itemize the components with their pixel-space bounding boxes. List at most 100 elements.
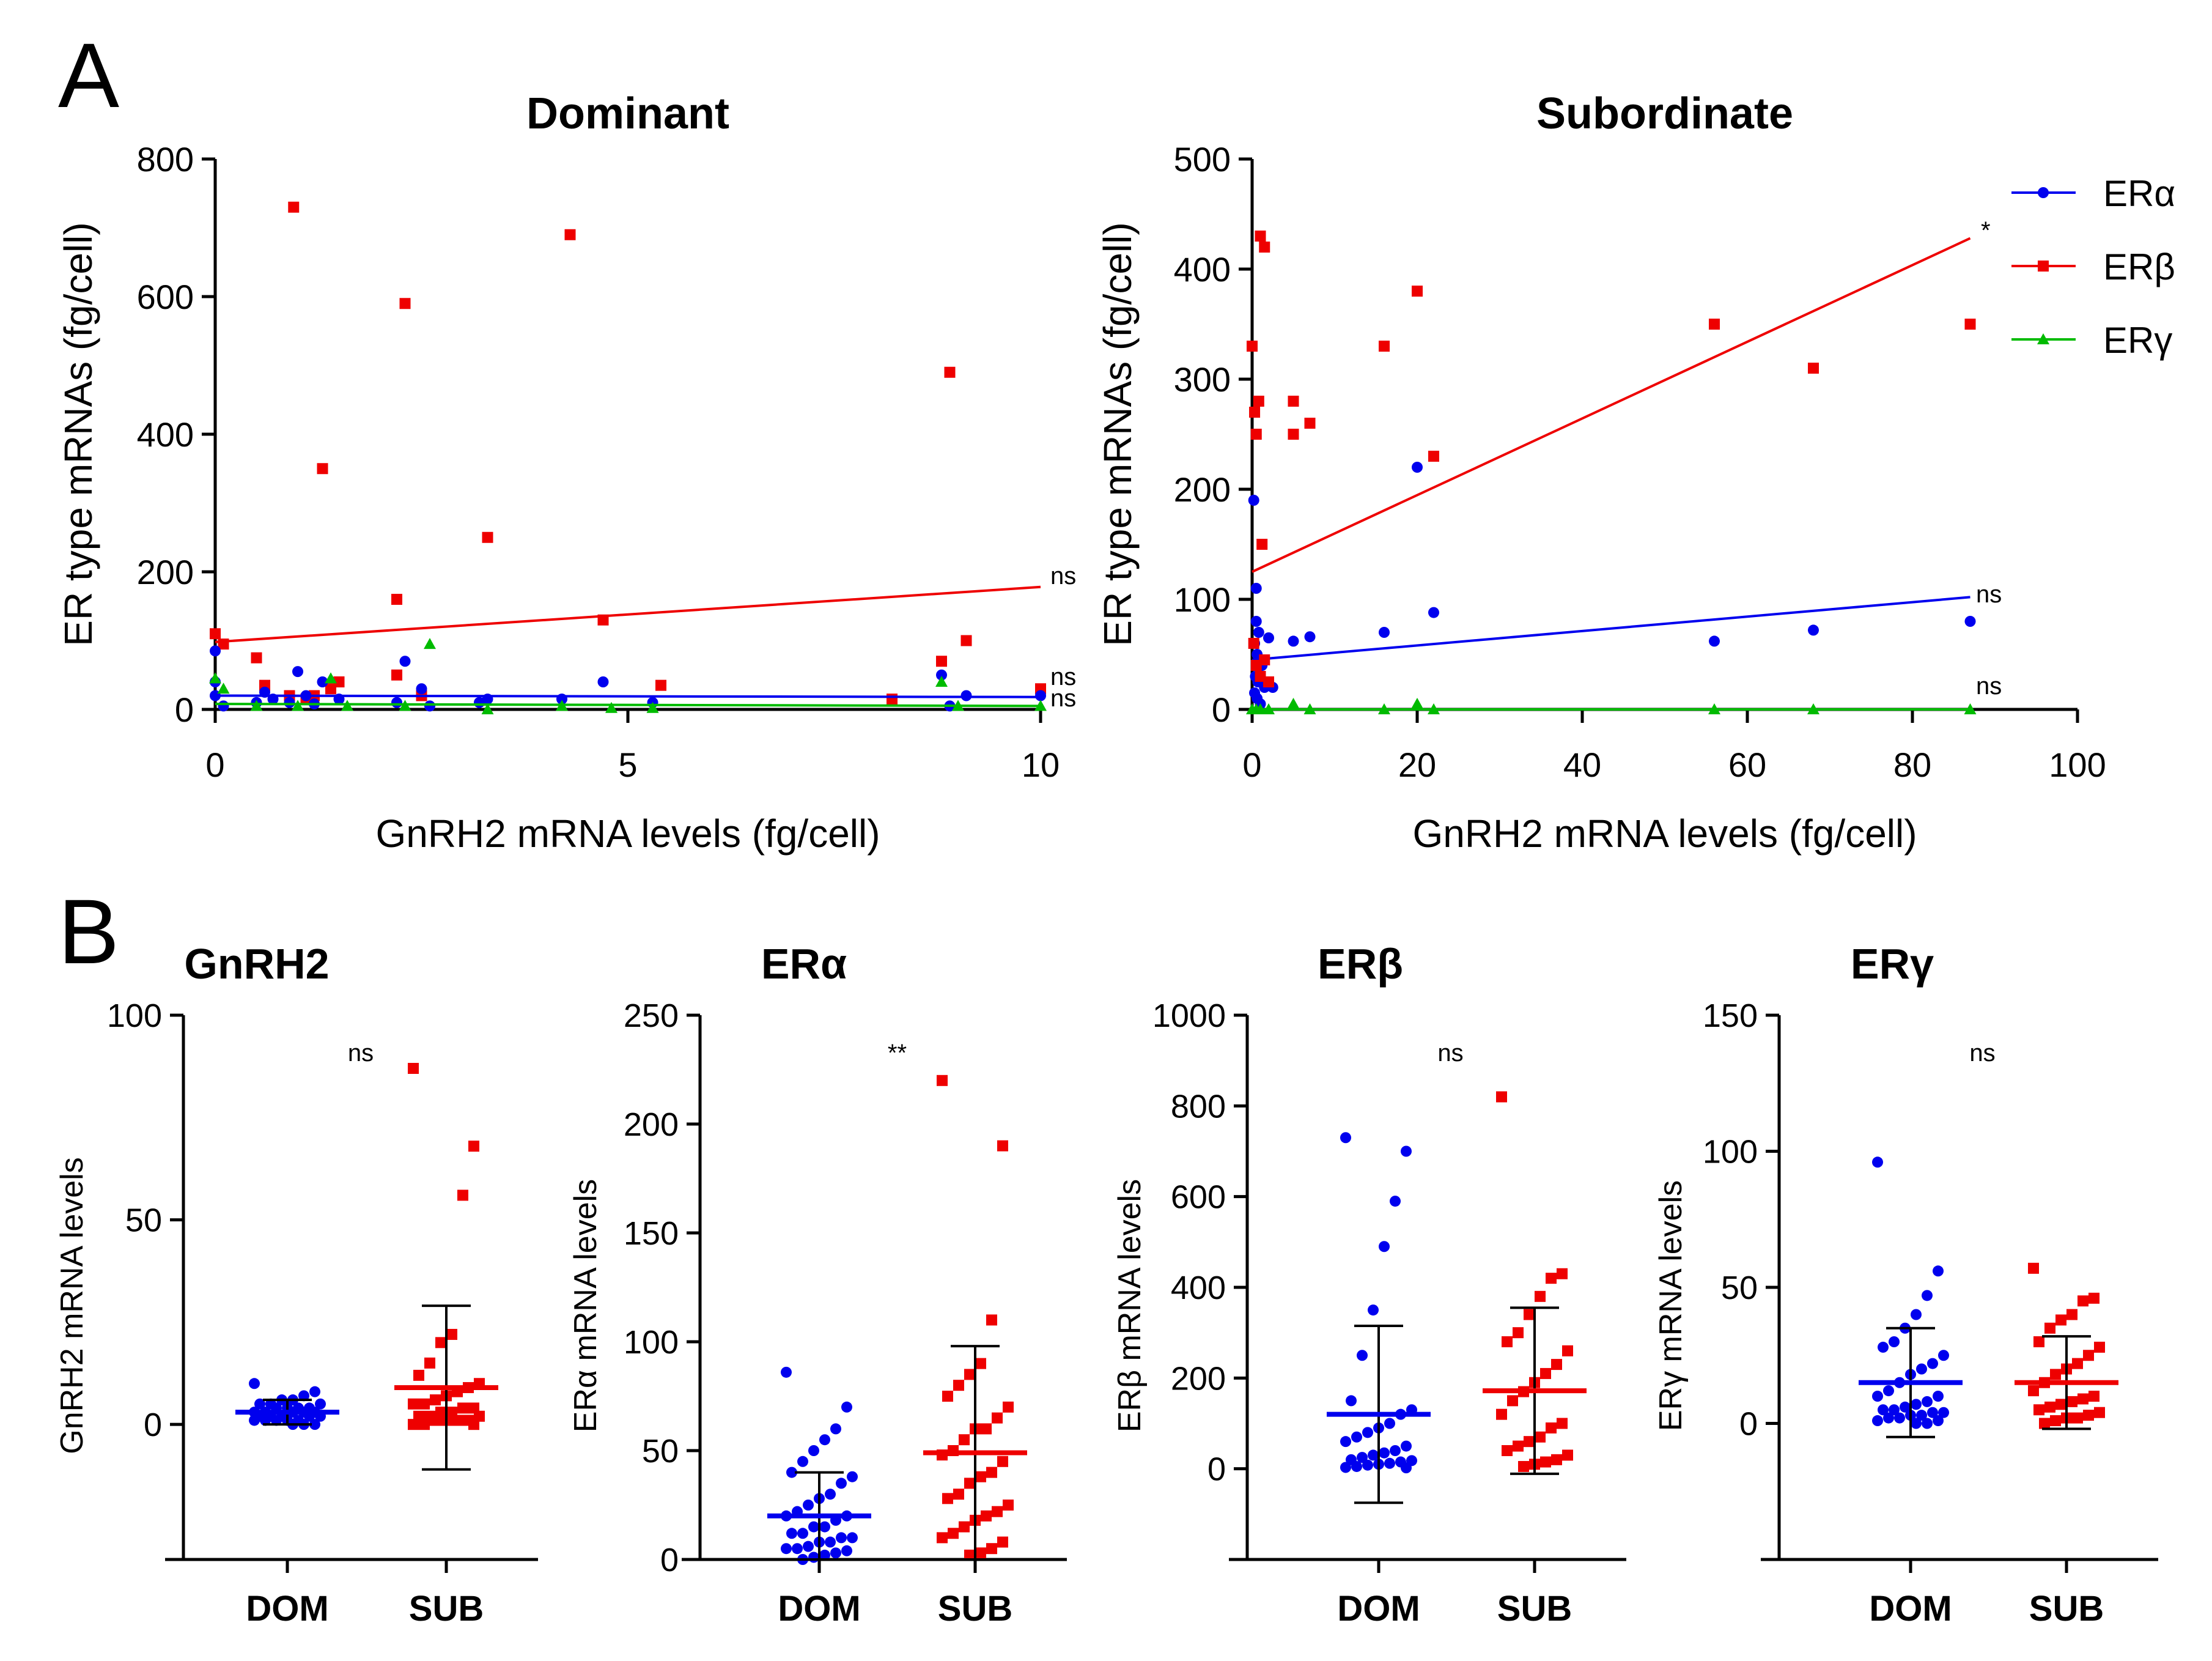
data-point	[808, 1521, 819, 1533]
data-point	[468, 1419, 479, 1430]
data-point	[1288, 396, 1299, 407]
data-point	[210, 628, 221, 640]
data-point	[1255, 231, 1266, 242]
data-point	[937, 1075, 948, 1086]
data-point	[981, 1510, 992, 1522]
data-point	[1938, 1350, 1949, 1361]
data-point	[942, 1493, 953, 1504]
chart-title: ERβ	[1318, 940, 1403, 988]
data-point	[997, 1456, 1008, 1467]
y-tick-label: 150	[624, 1215, 679, 1252]
x-tick-label: 40	[1563, 745, 1601, 784]
legend-label: ERγ	[2103, 320, 2172, 361]
data-point	[1362, 1459, 1373, 1471]
data-point	[1546, 1273, 1557, 1284]
chart-title: GnRH2	[184, 940, 329, 988]
data-point	[2028, 1262, 2039, 1274]
y-tick-label: 250	[624, 997, 679, 1034]
data-point	[836, 1532, 847, 1544]
data-point	[1502, 1445, 1513, 1456]
y-tick-label: 0	[175, 690, 194, 729]
y-tick-label: 800	[137, 140, 194, 179]
y-tick-label: 400	[137, 415, 194, 454]
data-point	[1362, 1427, 1373, 1438]
data-point	[424, 638, 436, 649]
data-point	[1384, 1457, 1395, 1469]
fit-line	[215, 585, 1041, 643]
data-point	[2033, 1336, 2044, 1347]
data-point	[1808, 363, 1819, 374]
data-point	[1502, 1336, 1513, 1347]
data-point	[2072, 1358, 2083, 1369]
data-point	[948, 1528, 959, 1539]
chart-subordinate: Subordinate 0 100 200 300 400 500 0 20 40 60 80 100 G…	[1096, 89, 2175, 856]
data-point	[786, 1467, 797, 1478]
series-2	[1246, 698, 1977, 714]
data-point	[292, 666, 303, 678]
data-point	[825, 1489, 836, 1500]
data-point	[1900, 1401, 1911, 1413]
data-point	[986, 1314, 997, 1326]
chart-b-erb: ERβ 0 200 400 600 800 1000 ERβ mRNA levels DOM SU…	[1112, 940, 1626, 1629]
y-axis-label: ERγ mRNA levels	[1653, 1180, 1689, 1431]
data-point	[1540, 1456, 1551, 1468]
data-point	[1401, 1145, 1412, 1157]
data-point	[2072, 1412, 2083, 1424]
y-axis-label: GnRH2 mRNA levels	[54, 1157, 90, 1454]
data-point	[419, 1398, 430, 1410]
data-point	[2050, 1415, 2061, 1427]
panel-letter-b: B	[58, 880, 119, 983]
data-point	[249, 1378, 260, 1389]
significance-label: ns	[1050, 563, 1076, 590]
data-point	[333, 676, 345, 687]
data-point	[986, 1467, 997, 1478]
chart-b-era: ERα 0 50 100 150 200 250 ERα mRNA levels DOM SUB *…	[568, 940, 1067, 1629]
data-point	[1878, 1404, 1889, 1416]
data-point	[482, 531, 493, 543]
group-dom	[235, 1378, 339, 1430]
data-point	[1390, 1445, 1401, 1456]
data-point	[975, 1358, 986, 1369]
data-point	[317, 676, 328, 687]
data-point	[1872, 1391, 1883, 1402]
data-point	[1357, 1350, 1368, 1361]
data-point	[1248, 495, 1259, 506]
data-point	[1496, 1408, 1507, 1420]
data-point	[1412, 286, 1423, 297]
data-point	[847, 1532, 858, 1544]
data-point	[1259, 242, 1270, 253]
data-point	[2066, 1309, 2077, 1320]
data-point	[959, 1434, 970, 1446]
data-point	[430, 1394, 441, 1406]
data-point	[250, 700, 263, 711]
y-tick-label: 150	[1703, 997, 1758, 1034]
data-point	[1916, 1410, 1927, 1421]
data-point	[1035, 690, 1046, 701]
data-point	[959, 1521, 970, 1533]
data-point	[254, 1398, 265, 1410]
data-point	[317, 463, 328, 475]
data-point	[2050, 1369, 2061, 1380]
y-axis-label: ER type mRNAs (fg/cell)	[56, 222, 100, 646]
data-point	[797, 1528, 808, 1539]
data-point	[1513, 1327, 1524, 1339]
x-tick-label: 100	[2049, 745, 2106, 784]
data-point	[597, 676, 609, 687]
y-tick-label: 100	[1703, 1134, 1758, 1171]
data-point	[2044, 1401, 2055, 1413]
data-point	[819, 1521, 830, 1533]
data-point	[1379, 1447, 1390, 1459]
chart-title: ERα	[761, 940, 847, 988]
data-point	[408, 1398, 419, 1410]
data-point	[2094, 1341, 2105, 1353]
group-dom	[767, 1366, 871, 1565]
data-point	[325, 672, 337, 684]
data-point	[1340, 1436, 1351, 1448]
y-tick-label: 0	[144, 1407, 162, 1443]
data-point	[446, 1328, 457, 1340]
data-point	[249, 1415, 260, 1426]
data-point	[1927, 1358, 1938, 1369]
data-point	[424, 1357, 435, 1369]
group-dom	[1327, 1132, 1431, 1504]
data-point	[391, 669, 402, 681]
